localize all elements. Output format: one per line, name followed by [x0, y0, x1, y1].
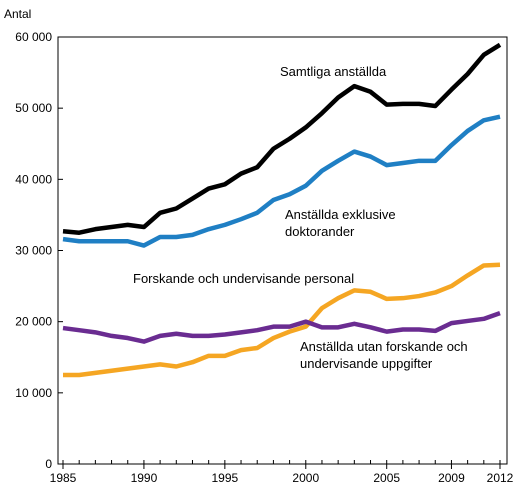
series-label: Forskande och undervisande personal — [133, 271, 355, 286]
series-line — [62, 42, 502, 235]
x-tick-label: 2009 — [438, 471, 465, 485]
series-label: Anställda exklusive doktorander — [285, 207, 396, 239]
x-tick-label: 2000 — [292, 471, 319, 485]
x-tick-label: 2005 — [373, 471, 400, 485]
x-tick-label: 1985 — [50, 471, 77, 485]
y-tick-label: 40 000 — [15, 172, 52, 186]
x-tick-label: 1990 — [131, 471, 158, 485]
y-tick-label: 20 000 — [15, 315, 52, 329]
y-tick-label: 0 — [45, 457, 52, 471]
x-tick-label: 2012 — [487, 471, 513, 485]
series-line — [62, 114, 501, 248]
y-tick-label: 60 000 — [15, 30, 52, 44]
series-label: Samtliga anställda — [280, 64, 387, 79]
x-tick-label: 1995 — [212, 471, 239, 485]
y-axis-label: Antal — [4, 7, 31, 21]
y-tick-label: 10 000 — [15, 386, 52, 400]
y-tick-label: 30 000 — [15, 244, 52, 258]
series-label: Anställda utan forskande och undervisand… — [300, 339, 468, 371]
series-line — [63, 262, 501, 378]
y-tick-label: 50 000 — [15, 101, 52, 115]
series-line — [62, 311, 501, 344]
